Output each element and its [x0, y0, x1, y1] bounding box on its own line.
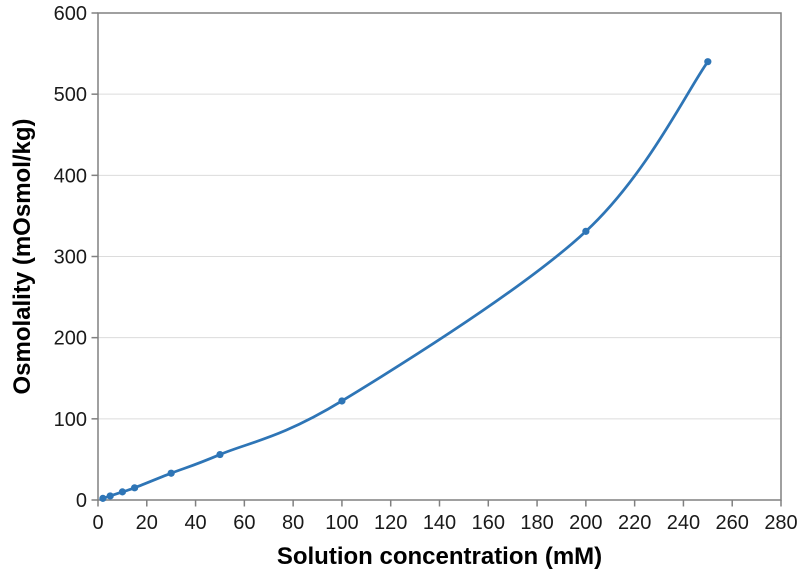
y-axis-tick-labels: 0 100 200 300 400 500 600 — [54, 3, 87, 512]
data-point-marker — [130, 484, 139, 492]
data-point-markers — [99, 58, 712, 502]
x-tick-label: 220 — [618, 512, 651, 534]
x-tick-label: 260 — [716, 512, 749, 534]
y-tick-label: 300 — [54, 247, 87, 269]
y-tick-label: 200 — [54, 328, 87, 350]
x-tick-label: 120 — [374, 512, 407, 534]
y-tick-label: 400 — [54, 165, 87, 187]
x-tick-label: 140 — [423, 512, 456, 534]
x-tick-label: 180 — [520, 512, 553, 534]
x-tick-label: 100 — [325, 512, 358, 534]
axis-tick-marks — [91, 12, 782, 507]
x-tick-label: 0 — [92, 512, 103, 534]
y-tick-label: 100 — [54, 409, 87, 431]
data-series-line — [101, 60, 710, 500]
data-point-marker — [216, 450, 224, 459]
x-axis-title: Solution concentration (mM) — [277, 543, 602, 570]
x-tick-label: 240 — [667, 512, 700, 534]
data-point-marker — [99, 494, 107, 502]
x-tick-label: 280 — [764, 512, 797, 534]
data-point-marker — [582, 227, 590, 235]
y-axis-title: Osmolality (mOsmol/kg) — [9, 118, 36, 394]
y-tick-label: 600 — [54, 3, 87, 25]
x-tick-label: 80 — [282, 512, 304, 534]
data-point-marker — [338, 397, 346, 405]
y-tick-label: 500 — [54, 84, 87, 106]
x-tick-label: 200 — [569, 512, 602, 534]
plot-area-border — [97, 12, 782, 501]
x-tick-label: 40 — [184, 512, 206, 534]
data-point-marker — [704, 58, 712, 66]
x-tick-label: 160 — [472, 512, 505, 534]
x-axis-tick-labels: 0 20 40 60 80 100 120 140 160 180 200 220 240 260 280 — [92, 512, 797, 534]
data-point-marker — [118, 488, 126, 496]
x-tick-label: 60 — [233, 512, 255, 534]
data-point-marker — [106, 492, 114, 500]
gridlines — [98, 12, 781, 420]
x-tick-label: 20 — [136, 512, 158, 534]
data-point-marker — [167, 469, 175, 477]
y-tick-label: 0 — [76, 490, 87, 512]
